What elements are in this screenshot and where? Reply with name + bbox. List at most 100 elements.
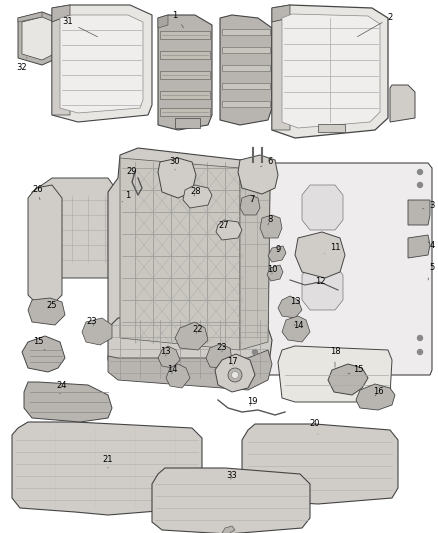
Text: 1: 1	[173, 11, 184, 28]
Text: 12: 12	[315, 278, 325, 287]
Polygon shape	[278, 296, 302, 318]
Polygon shape	[52, 15, 70, 115]
Polygon shape	[60, 15, 143, 113]
Polygon shape	[14, 426, 198, 508]
Circle shape	[252, 169, 258, 174]
Polygon shape	[12, 422, 202, 515]
Circle shape	[417, 335, 423, 341]
Polygon shape	[222, 65, 270, 71]
Polygon shape	[22, 17, 54, 60]
Polygon shape	[222, 83, 270, 89]
Polygon shape	[360, 387, 392, 407]
Circle shape	[417, 350, 423, 354]
Text: 13: 13	[160, 348, 170, 357]
Text: 28: 28	[191, 188, 201, 197]
Polygon shape	[302, 265, 343, 310]
Polygon shape	[410, 203, 428, 222]
Polygon shape	[282, 316, 310, 342]
Text: 15: 15	[348, 366, 363, 375]
Polygon shape	[245, 163, 432, 375]
Circle shape	[417, 182, 423, 188]
Polygon shape	[28, 340, 60, 368]
Text: 14: 14	[293, 320, 303, 329]
Text: 10: 10	[267, 265, 277, 274]
Polygon shape	[162, 162, 193, 193]
Polygon shape	[38, 185, 115, 270]
Polygon shape	[175, 322, 208, 350]
Polygon shape	[175, 118, 200, 128]
Polygon shape	[158, 158, 196, 198]
Polygon shape	[222, 47, 270, 53]
Text: 11: 11	[325, 244, 340, 254]
Circle shape	[417, 169, 423, 174]
Polygon shape	[158, 346, 180, 368]
Text: 23: 23	[217, 343, 227, 352]
Polygon shape	[166, 364, 190, 388]
Text: 2: 2	[357, 13, 392, 37]
Polygon shape	[18, 12, 42, 22]
Text: 9: 9	[276, 246, 281, 254]
Polygon shape	[272, 5, 290, 22]
Polygon shape	[268, 246, 286, 262]
Polygon shape	[216, 220, 242, 240]
Polygon shape	[160, 91, 210, 99]
Polygon shape	[390, 85, 415, 122]
Circle shape	[228, 368, 242, 382]
Text: 23: 23	[87, 318, 97, 327]
Text: 13: 13	[290, 297, 300, 306]
Text: 30: 30	[170, 157, 180, 170]
Polygon shape	[240, 195, 260, 215]
Text: 1: 1	[122, 191, 131, 202]
Polygon shape	[222, 29, 270, 35]
Polygon shape	[272, 18, 290, 130]
Text: 3: 3	[423, 200, 434, 209]
Polygon shape	[120, 158, 240, 350]
Polygon shape	[220, 358, 252, 388]
Polygon shape	[356, 384, 395, 410]
Polygon shape	[238, 155, 278, 194]
Polygon shape	[408, 235, 430, 258]
Polygon shape	[108, 318, 272, 382]
Text: 24: 24	[57, 382, 67, 394]
Polygon shape	[24, 382, 112, 422]
Polygon shape	[295, 232, 345, 278]
Text: 29: 29	[127, 167, 137, 176]
Polygon shape	[22, 336, 65, 372]
Text: 5: 5	[428, 263, 434, 280]
Polygon shape	[242, 159, 275, 190]
Polygon shape	[52, 5, 152, 122]
Polygon shape	[108, 148, 270, 355]
Polygon shape	[318, 124, 345, 132]
Polygon shape	[152, 468, 310, 533]
Polygon shape	[160, 51, 210, 59]
Text: 8: 8	[267, 215, 273, 225]
Polygon shape	[272, 5, 388, 138]
Text: 26: 26	[33, 185, 43, 200]
Text: 22: 22	[193, 326, 203, 335]
Polygon shape	[278, 346, 392, 402]
Polygon shape	[328, 364, 368, 395]
Polygon shape	[52, 5, 70, 22]
Polygon shape	[158, 15, 168, 28]
Polygon shape	[267, 265, 283, 281]
Polygon shape	[222, 101, 270, 107]
Text: 17: 17	[227, 358, 237, 367]
Polygon shape	[183, 185, 212, 208]
Polygon shape	[29, 386, 108, 417]
Circle shape	[252, 350, 258, 354]
Text: 14: 14	[167, 366, 177, 375]
Polygon shape	[240, 165, 270, 350]
Text: 25: 25	[47, 301, 57, 310]
Text: 31: 31	[63, 18, 98, 37]
Polygon shape	[108, 350, 272, 390]
Text: 21: 21	[103, 456, 113, 468]
Text: 6: 6	[261, 157, 273, 167]
Text: 32: 32	[17, 58, 27, 72]
Circle shape	[252, 335, 258, 341]
Polygon shape	[158, 15, 212, 130]
Polygon shape	[242, 424, 398, 504]
Polygon shape	[260, 215, 282, 238]
Text: 20: 20	[310, 419, 320, 434]
Polygon shape	[215, 354, 255, 392]
Polygon shape	[157, 472, 305, 529]
